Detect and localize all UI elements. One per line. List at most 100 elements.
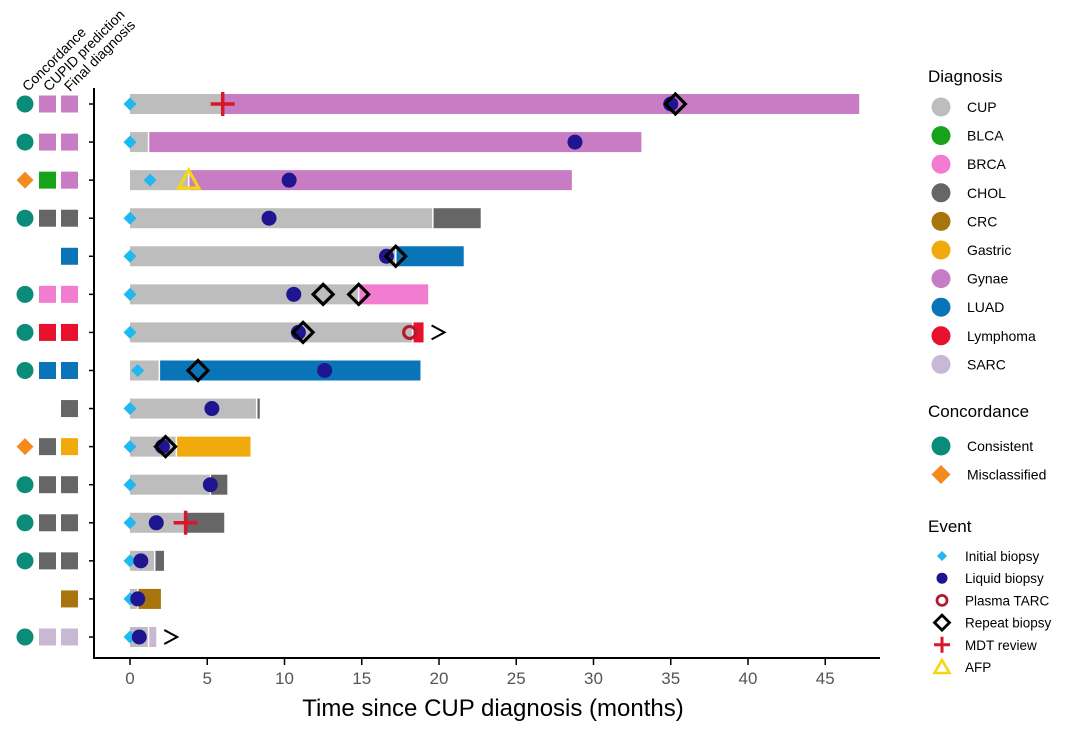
legend-label-brca: BRCA	[967, 156, 1007, 172]
concordance-consistent-marker	[16, 285, 34, 303]
legend-diagnosis-items: CUP BLCA BRCA CHOL CRC Gastric Gynae LUAD Lympho…	[931, 97, 1036, 374]
legend-label-misclassified: Misclassified	[967, 467, 1046, 483]
event-liquid-3-1	[261, 210, 277, 226]
event-initial-9-0	[123, 440, 137, 454]
legend-swatch-sarc	[931, 354, 951, 374]
concordance-consistent-marker	[16, 95, 34, 113]
legend-title-diagnosis: Diagnosis	[928, 67, 1003, 86]
concordance-consistent-marker	[16, 133, 34, 151]
bar-segment-sarc	[148, 626, 157, 647]
event-initial-3-0	[123, 211, 137, 225]
x-tick-label: 25	[507, 669, 526, 688]
bar-segment-luad	[395, 246, 464, 267]
event-liquid-10-1	[202, 477, 218, 493]
concordance-consistent-marker	[16, 476, 34, 494]
bar-segment-crc	[137, 588, 161, 609]
legend-event-items: Initial biopsy Liquid biopsy Plasma TARC Re…	[932, 549, 1052, 675]
event-initial-1-0	[123, 135, 137, 149]
final-diagnosis-square	[61, 514, 78, 532]
legend-swatch-mdt-review	[934, 636, 950, 653]
legend-title-concordance: Concordance	[928, 402, 1029, 421]
event-liquid-5-1	[286, 286, 302, 302]
event-initial-7-0	[131, 363, 145, 377]
bar-segment-cup	[130, 322, 413, 343]
cupid-prediction-square	[39, 514, 56, 532]
legend-swatch-crc	[931, 211, 951, 231]
bar-segment-luad	[159, 360, 421, 381]
event-liquid-14-1	[131, 629, 147, 645]
ongoing-arrow	[163, 629, 180, 645]
legend-label-repeat: Repeat biopsy	[965, 616, 1052, 631]
legend-label-afp: AFP	[965, 660, 991, 675]
event-repeat-0-3	[663, 91, 688, 117]
legend-label-blca: BLCA	[967, 128, 1004, 144]
event-repeat-5-3	[346, 282, 371, 307]
legend-concordance-items: Consistent Misclassified	[931, 436, 1046, 484]
event-markers	[123, 91, 688, 645]
cupid-prediction-square	[39, 209, 56, 227]
event-liquid-7-2	[317, 362, 333, 378]
bar-segment-chol	[432, 208, 481, 229]
event-liquid-8-1	[204, 401, 220, 417]
event-tarc-6-3	[402, 324, 418, 341]
bar-segment-lymphoma	[412, 322, 424, 343]
event-initial-12-0	[123, 554, 137, 568]
cupid-prediction-square	[39, 552, 56, 570]
bar-segment-chol	[154, 550, 164, 571]
event-repeat-4-2	[383, 244, 409, 269]
event-liquid-11-1	[148, 515, 164, 531]
event-initial-8-0	[123, 402, 137, 416]
bar-segment-cup	[130, 208, 433, 229]
legend-label-lymphoma: Lymphoma	[967, 328, 1036, 344]
x-axis-title: Time since CUP diagnosis (months)	[302, 695, 683, 722]
axes: 0 5 10 15 20 25 30 35 40 45 Time since CUP diagno…	[89, 88, 880, 722]
legend-swatch-gastric	[931, 240, 951, 260]
legend-swatch-consistent	[931, 436, 951, 456]
event-initial-2-0	[143, 173, 157, 187]
final-diagnosis-square	[61, 361, 78, 379]
cupid-prediction-square	[39, 361, 56, 379]
legend-label-gynae: Gynae	[967, 271, 1008, 287]
bar-segment-cup	[130, 398, 257, 419]
bar-segment-cup	[130, 132, 149, 153]
final-diagnosis-square	[61, 133, 78, 151]
concordance-consistent-marker	[16, 361, 34, 379]
event-repeat-9-2	[153, 434, 178, 459]
final-diagnosis-square	[61, 171, 78, 189]
event-liquid-2-2	[281, 172, 297, 188]
event-repeat-6-2	[290, 320, 316, 345]
event-initial-0-0	[123, 97, 137, 111]
bar-segment-gynae	[148, 132, 642, 153]
x-tick-label: 30	[584, 669, 603, 688]
concordance-consistent-marker	[16, 209, 34, 227]
final-diagnosis-square	[61, 628, 78, 646]
event-initial-10-0	[123, 478, 137, 492]
legend-swatch-brca	[931, 154, 951, 174]
cupid-prediction-square	[39, 285, 56, 303]
event-repeat-7-1	[185, 358, 211, 383]
final-diagnosis-square	[61, 323, 78, 341]
legend-swatch-lymphoma	[931, 326, 951, 346]
final-diagnosis-square	[61, 438, 78, 456]
cupid-prediction-square	[39, 438, 56, 456]
legend-swatch-liquid-biopsy	[936, 572, 948, 584]
event-initial-4-0	[123, 249, 137, 263]
bar-segment-cup	[130, 94, 223, 114]
x-tick-label: 0	[125, 669, 134, 688]
legend-swatch-plasma-tarc	[935, 594, 949, 607]
x-tick-label: 5	[203, 669, 212, 688]
event-liquid-13-1	[130, 591, 146, 607]
final-diagnosis-square	[61, 247, 78, 265]
y-ticks	[89, 103, 94, 638]
bar-segment-cup	[130, 474, 211, 495]
event-liquid-12-1	[133, 553, 149, 569]
x-tick-label: 35	[661, 669, 680, 688]
legend-swatch-blca	[931, 126, 951, 146]
legend-label-liquid: Liquid biopsy	[965, 571, 1044, 586]
legend-title-event: Event	[928, 517, 972, 536]
legend-label-luad: LUAD	[967, 299, 1004, 315]
cupid-prediction-square	[39, 133, 56, 151]
cupid-prediction-square	[39, 171, 56, 189]
legend-label-consistent: Consistent	[967, 438, 1033, 454]
